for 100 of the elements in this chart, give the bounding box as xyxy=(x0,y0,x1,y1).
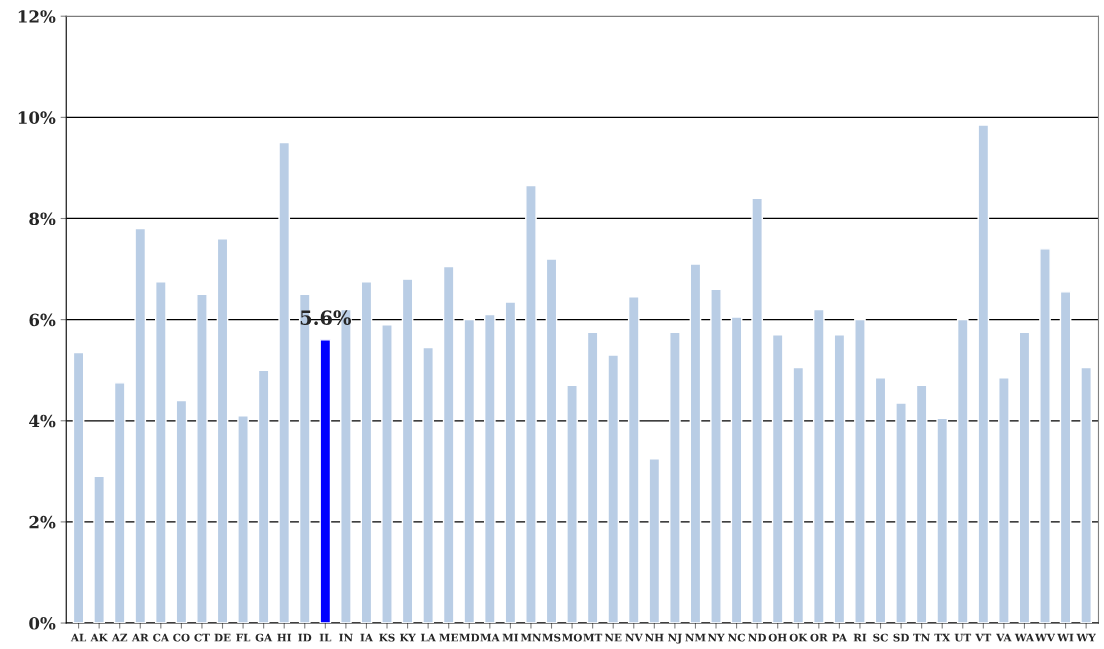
x-tick-label: AR xyxy=(131,633,149,642)
bar xyxy=(483,313,496,624)
x-tick-label: RI xyxy=(853,633,867,642)
bar xyxy=(627,296,640,624)
x-tick-label: GA xyxy=(255,633,273,642)
bar xyxy=(936,417,949,624)
bar xyxy=(730,316,743,624)
x-tick-label: FL xyxy=(236,633,251,642)
x-tick-label: NC xyxy=(728,633,745,642)
bar xyxy=(648,457,661,624)
y-tick-label: 12% xyxy=(18,10,56,23)
x-tick-label: WI xyxy=(1057,633,1074,642)
x-tick-label: ID xyxy=(298,633,312,642)
bar xyxy=(134,227,147,624)
x-tick-label: NY xyxy=(707,633,725,642)
x-tick-label: DE xyxy=(214,633,231,642)
x-tick-label: OK xyxy=(789,633,808,642)
x-tick-label: TX xyxy=(934,633,951,642)
bar xyxy=(154,281,167,624)
bar xyxy=(463,318,476,624)
x-tick-label: PA xyxy=(832,633,848,642)
bar xyxy=(216,238,229,624)
bar xyxy=(257,369,270,624)
bar xyxy=(278,141,291,624)
bar xyxy=(956,318,969,624)
bar xyxy=(977,124,990,624)
bar xyxy=(1018,331,1031,624)
x-tick-label: IA xyxy=(360,633,374,642)
x-tick-label: AL xyxy=(70,633,87,642)
x-tick-label: CT xyxy=(194,633,210,642)
bar xyxy=(689,263,702,624)
bar xyxy=(545,258,558,624)
x-tick-label: IL xyxy=(319,633,332,642)
x-tick-label: SC xyxy=(873,633,888,642)
bar xyxy=(895,402,907,624)
y-tick-label: 2% xyxy=(29,515,56,529)
x-tick-label: NE xyxy=(604,633,622,642)
x-tick-label: MS xyxy=(542,633,561,642)
x-tick-label: NH xyxy=(645,633,664,642)
bar xyxy=(381,323,393,624)
x-tick-label: OH xyxy=(768,633,787,642)
x-tick-label: VT xyxy=(975,633,992,642)
x-tick-label: WY xyxy=(1076,633,1096,642)
x-tick-label: ND xyxy=(748,633,766,642)
x-tick-label: CA xyxy=(153,633,170,642)
x-tick-label: NV xyxy=(625,633,643,642)
bar xyxy=(874,377,887,624)
bar xyxy=(586,331,599,624)
bar xyxy=(422,346,434,624)
bar xyxy=(607,354,620,624)
x-tick-label: MI xyxy=(502,633,519,642)
y-tick-label: 10% xyxy=(18,111,56,124)
x-tick-label: UT xyxy=(954,633,972,642)
bar xyxy=(93,475,105,624)
bar xyxy=(566,384,578,624)
bar xyxy=(669,331,681,624)
x-tick-label: OR xyxy=(810,633,828,642)
bar xyxy=(751,197,763,624)
x-tick-label: NJ xyxy=(668,633,682,644)
bar xyxy=(771,334,784,624)
x-tick-label: HI xyxy=(277,633,292,642)
x-tick-label: KY xyxy=(399,633,416,642)
x-tick-label: MA xyxy=(480,633,500,642)
x-tick-label: TN xyxy=(913,633,930,642)
bar xyxy=(915,384,928,624)
x-tick-label: MT xyxy=(583,633,603,642)
bar xyxy=(525,184,537,624)
bar xyxy=(710,288,722,624)
bar xyxy=(792,366,805,624)
x-tick-label: AZ xyxy=(111,633,128,642)
x-tick-label: KS xyxy=(379,633,395,642)
x-tick-label: WA xyxy=(1014,633,1035,642)
bar xyxy=(72,351,85,624)
bar xyxy=(237,415,249,624)
x-tick-label: MN xyxy=(520,633,542,642)
y-tick-label: 8% xyxy=(29,212,56,226)
x-tick-label: VA xyxy=(996,633,1012,642)
bar xyxy=(1080,366,1092,624)
x-tick-label: WV xyxy=(1035,633,1056,642)
x-tick-label: AK xyxy=(90,633,109,642)
bar xyxy=(442,265,455,624)
x-tick-label: NM xyxy=(685,633,706,642)
x-tick-label: IN xyxy=(339,633,353,642)
y-tick-label: 4% xyxy=(29,414,56,428)
bar xyxy=(998,377,1010,624)
x-tick-label: ME xyxy=(439,633,458,642)
bar xyxy=(360,281,373,624)
bar xyxy=(175,399,188,624)
x-tick-label: MO xyxy=(562,633,582,642)
x-tick-label: CO xyxy=(173,633,190,642)
bar xyxy=(401,278,414,624)
bar xyxy=(113,382,126,624)
bar xyxy=(1039,248,1051,624)
bar xyxy=(812,308,825,624)
bar xyxy=(1059,291,1072,624)
bar xyxy=(196,293,208,624)
bar xyxy=(319,339,332,624)
y-tick-label: 0% xyxy=(29,617,56,630)
bar xyxy=(504,301,517,624)
bar xyxy=(833,334,846,624)
